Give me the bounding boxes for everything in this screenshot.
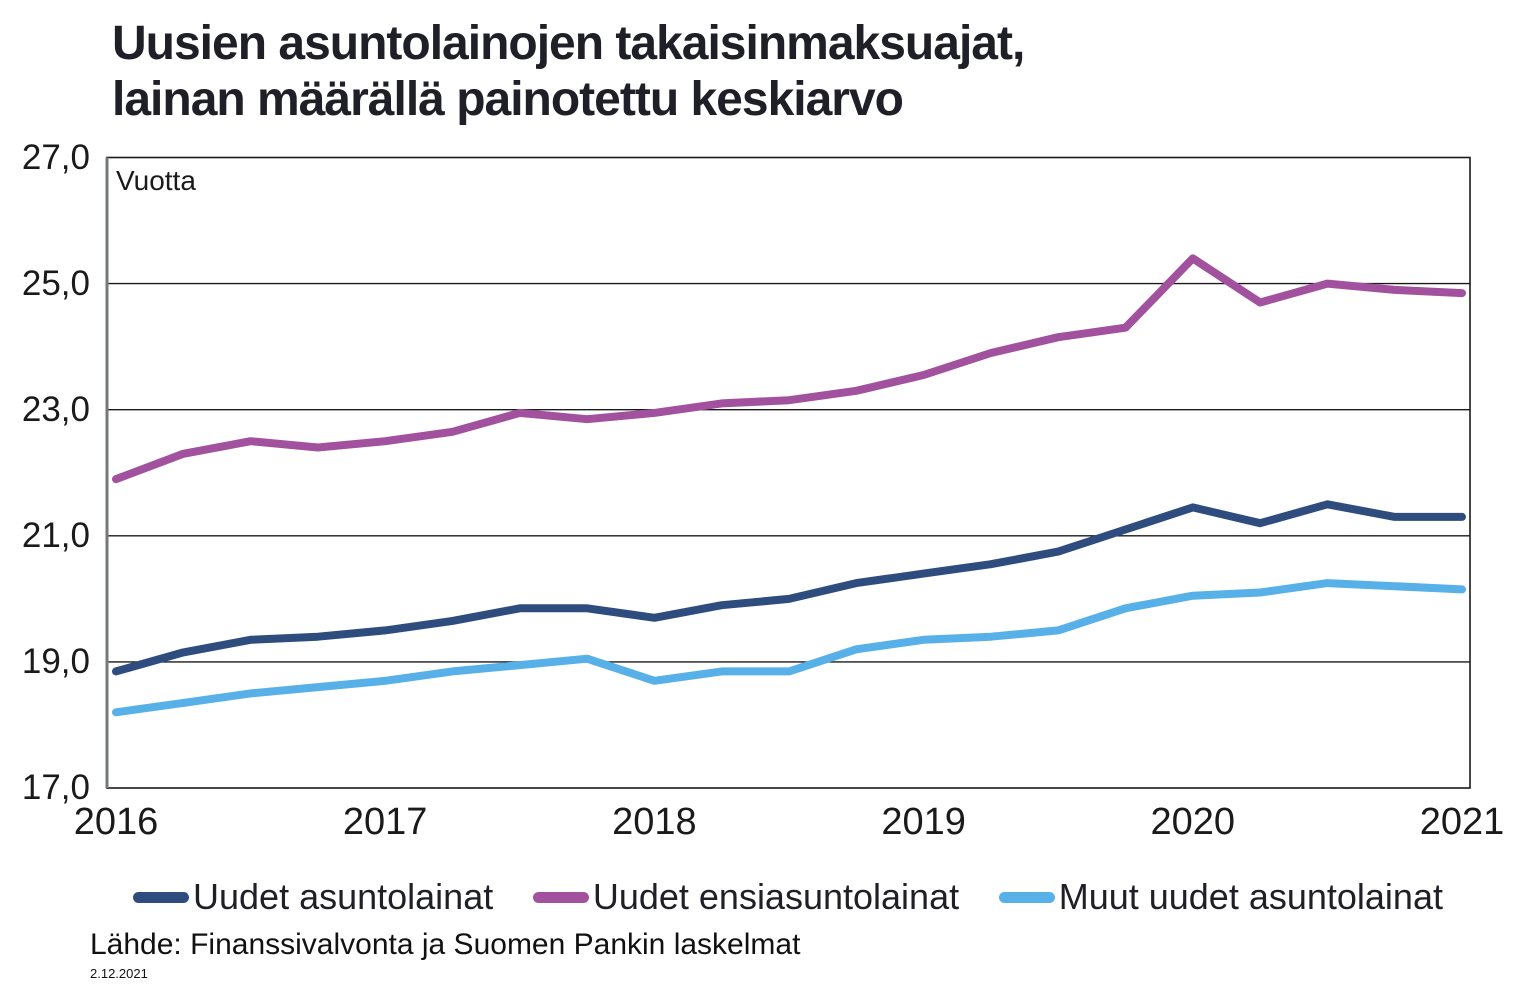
x-axis-tick-label: 2019 [881, 801, 966, 843]
legend-item-3: Muut uudet asuntolainat [998, 876, 1443, 918]
series-line-2 [112, 254, 1466, 484]
plot-border [106, 156, 1471, 789]
y-axis-tick-label: 21,0 [21, 515, 90, 555]
y-axis-tick-label: 17,0 [21, 768, 90, 807]
x-axis-tick-label: 2020 [1150, 801, 1236, 843]
legend-dash-icon [532, 891, 589, 903]
date-stamp: 2.12.2021 [90, 966, 148, 981]
chart-title: Uusien asuntolainojen takaisinmaksuajat,… [112, 16, 1025, 128]
x-axis-tick-label: 2017 [342, 801, 428, 843]
legend-label: Muut uudet asuntolainat [1058, 876, 1443, 917]
legend-item-1: Uudet asuntolainat [133, 876, 493, 918]
y-axis-tick-label: 27,0 [21, 137, 90, 177]
series-line-3 [112, 579, 1466, 717]
legend-dash-icon [133, 891, 189, 903]
y-axis-tick-label: 23,0 [21, 389, 90, 429]
y-axis-tick-label: 19,0 [21, 641, 90, 681]
y-axis-tick-label: 25,0 [21, 263, 90, 303]
legend: Uudet asuntolainat Uudet ensiasuntolainat… [133, 876, 1443, 918]
y-axis-unit-label: Vuotta [116, 165, 196, 196]
legend-item-2: Uudet ensiasuntolainat [532, 876, 960, 918]
legend-label: Uudet ensiasuntolainat [592, 876, 960, 917]
chart-title-line2: lainan määrällä painotettu keskiarvo [112, 73, 904, 126]
source-text: Lähde: Finanssivalvonta ja Suomen Pankin… [90, 928, 801, 961]
legend-label: Uudet asuntolainat [193, 876, 494, 917]
x-axis-tick-label: 2016 [73, 801, 159, 843]
x-axis-tick-label: 2018 [612, 801, 697, 843]
chart-title-line1: Uusien asuntolainojen takaisinmaksuajat, [112, 17, 1025, 70]
legend-dash-icon [998, 891, 1055, 903]
series-line-1 [112, 500, 1466, 676]
x-axis-tick-label: 2021 [1419, 801, 1505, 843]
